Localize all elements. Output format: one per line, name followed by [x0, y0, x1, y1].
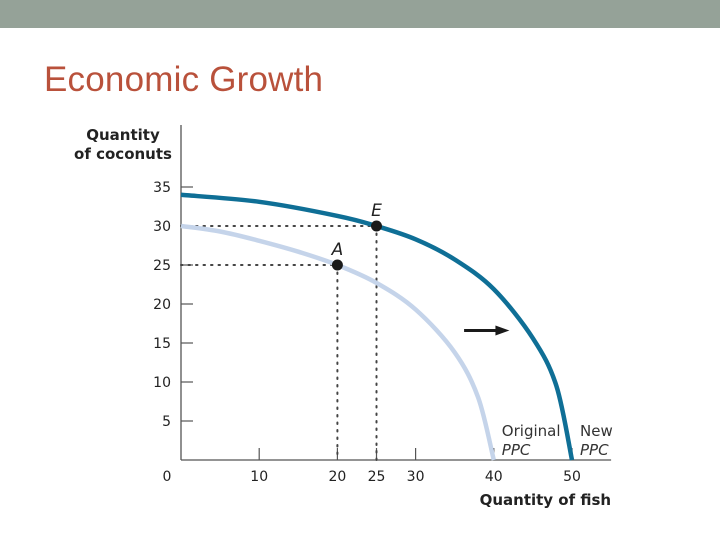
slide-top-bar	[0, 0, 720, 28]
x-tick-label: 40	[485, 469, 503, 485]
y-axis-title-line: of coconuts	[74, 145, 172, 163]
point-e	[371, 220, 382, 232]
slide-title: Economic Growth	[44, 60, 324, 99]
point-a	[331, 259, 343, 271]
y-tick-label: 35	[153, 180, 171, 196]
y-axis-title-line: Quantity	[86, 126, 160, 144]
y-tick-label: 10	[153, 375, 171, 391]
x-tick-label: 20	[328, 469, 346, 485]
point-label-e: E	[371, 201, 382, 221]
origin-label: 0	[163, 469, 172, 485]
y-tick-label: 30	[153, 219, 171, 235]
curve-label-new: New	[580, 422, 613, 440]
y-axis-title: Quantity of coconuts	[74, 126, 172, 163]
curve-label-original-ppc: PPC	[502, 441, 531, 459]
ppc-curve-new	[180, 192, 575, 461]
shift-arrow-head	[495, 325, 510, 336]
x-tick-label: 10	[250, 469, 268, 485]
x-tick-label: 25	[368, 469, 386, 485]
y-tick-label: 5	[162, 414, 171, 430]
curve-label-new-ppc: PPC	[580, 441, 609, 459]
x-tick-label: 30	[407, 469, 425, 485]
x-tick-label: 50	[563, 469, 581, 485]
y-tick-label: 15	[153, 336, 171, 352]
y-tick-label: 20	[153, 297, 171, 313]
point-label-a: A	[331, 240, 344, 260]
ppc-curve-original	[180, 223, 496, 461]
x-axis-title: Quantity of fish	[480, 491, 612, 509]
curve-label-original: Original	[502, 422, 561, 440]
y-tick-label: 25	[153, 258, 171, 274]
